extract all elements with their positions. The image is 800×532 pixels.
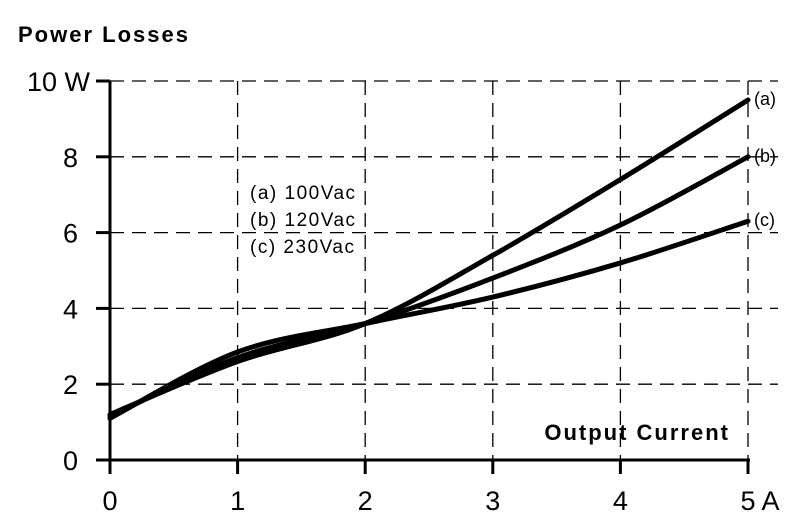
series-line-1 xyxy=(107,154,751,419)
legend-entry: (b) 120Vac xyxy=(250,210,357,231)
y-tick-label: 4 xyxy=(63,294,78,324)
series-line-0 xyxy=(107,97,751,418)
y-tick-label: 0 xyxy=(63,446,78,476)
x-tick-label: 0 xyxy=(102,486,117,516)
x-tick-label: 1 xyxy=(230,486,245,516)
y-tick-label: 2 xyxy=(63,370,78,400)
series-line-2 xyxy=(107,218,751,421)
y-tick-label: 8 xyxy=(63,143,78,173)
y-tick-label: 10 W xyxy=(27,67,91,97)
x-tick-label: 4 xyxy=(613,486,628,516)
series-end-label: (c) xyxy=(754,210,775,230)
y-axis-title: Power Losses xyxy=(18,22,190,47)
x-tick-label: 3 xyxy=(485,486,500,516)
legend-entry: (c) 230Vac xyxy=(250,237,355,258)
x-tick-label: 5 A xyxy=(740,486,779,516)
x-axis-title: Output Current xyxy=(544,420,730,445)
series-end-label: (b) xyxy=(754,146,776,166)
x-tick-label: 2 xyxy=(358,486,373,516)
series-end-label: (a) xyxy=(754,89,776,109)
y-tick-label: 6 xyxy=(63,219,78,249)
legend-entry: (a) 100Vac xyxy=(250,183,357,204)
